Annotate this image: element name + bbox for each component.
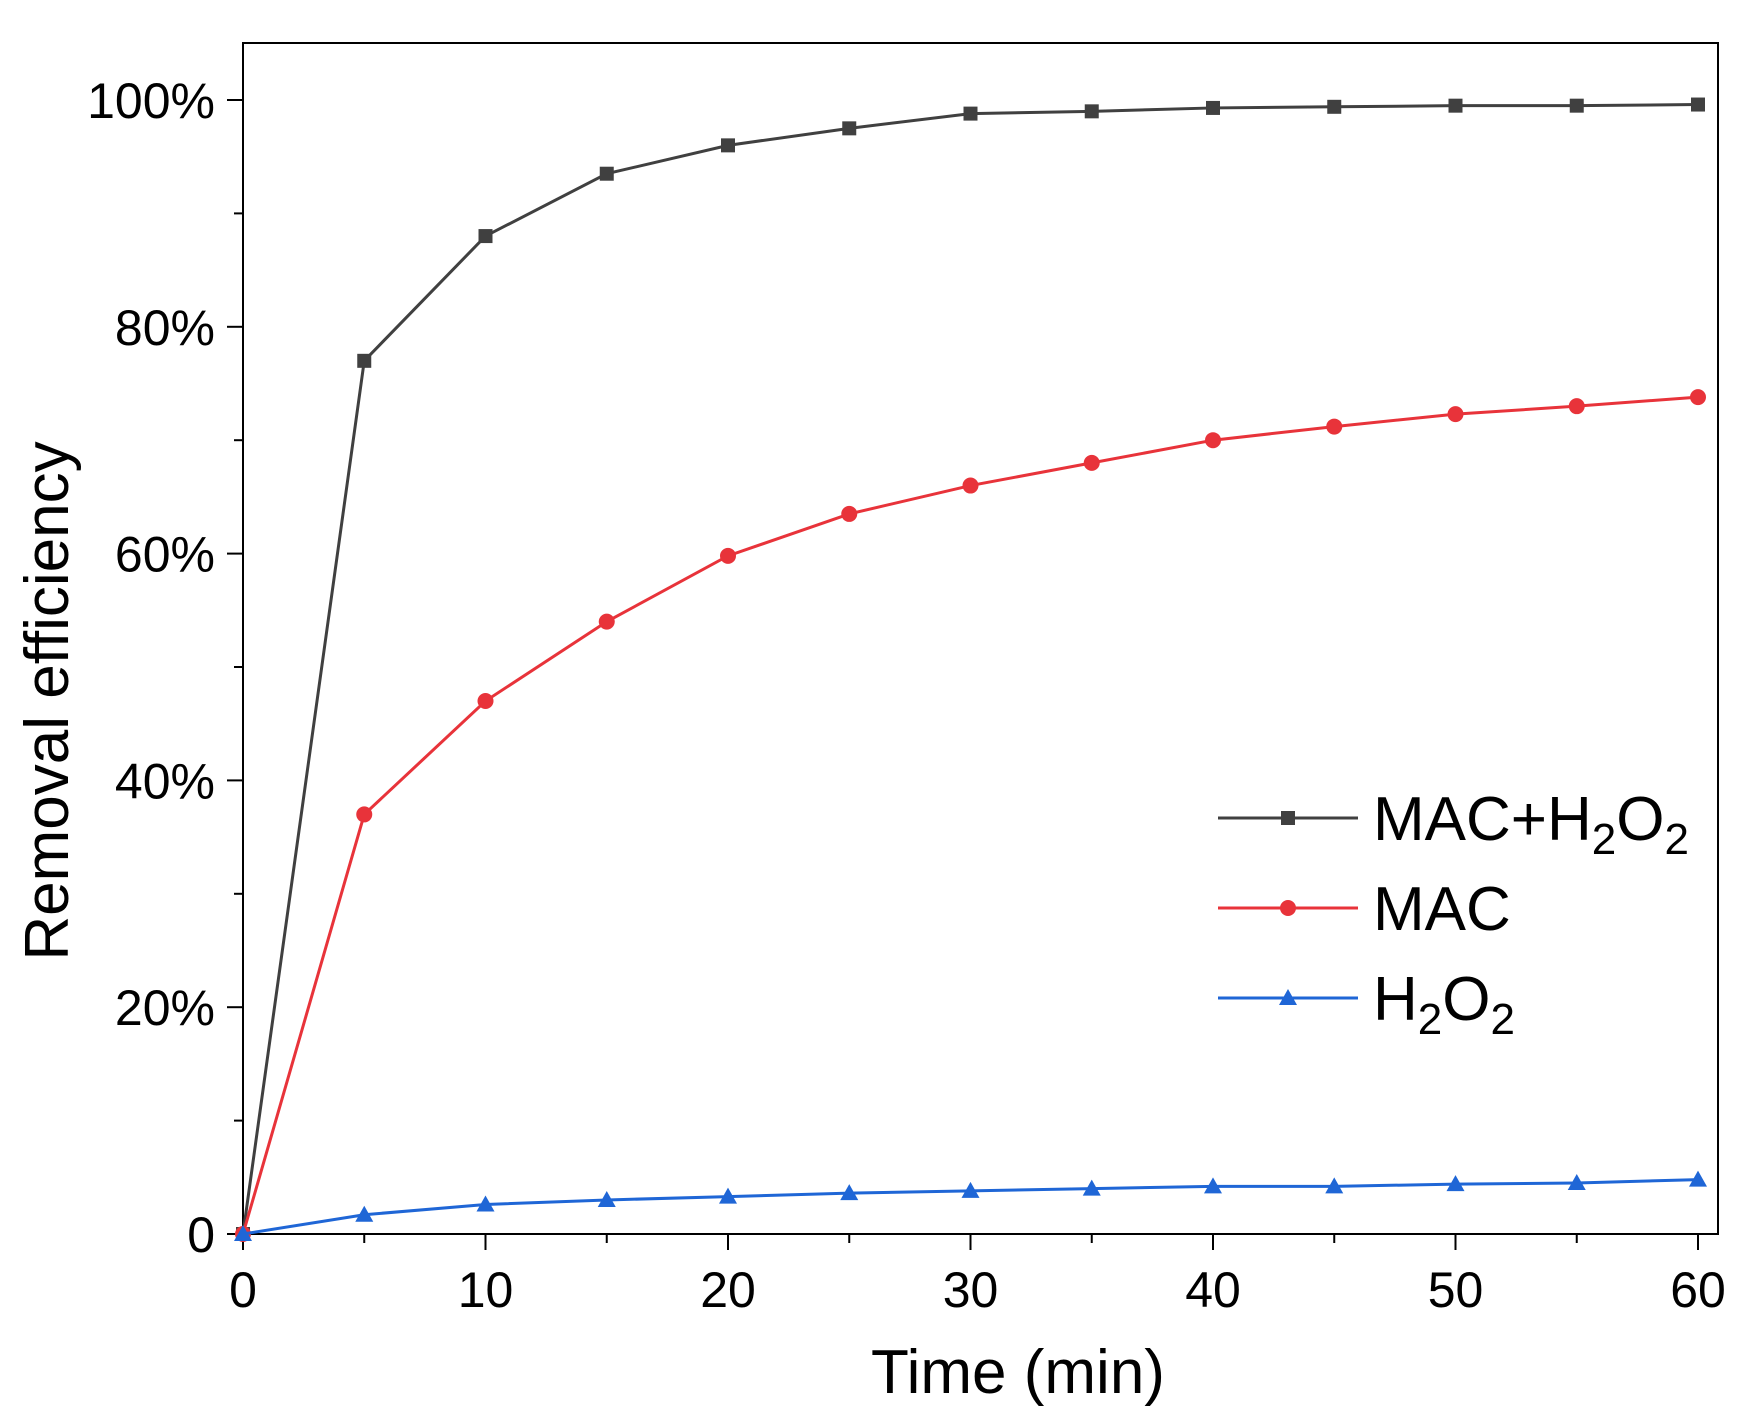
legend-marker bbox=[1280, 900, 1296, 916]
legend-label: MAC+H2O2 bbox=[1373, 785, 1689, 864]
data-point bbox=[1690, 389, 1706, 406]
data-point bbox=[478, 229, 493, 244]
series-0 bbox=[236, 97, 1705, 1241]
x-tick-label: 30 bbox=[943, 1262, 999, 1318]
series-line bbox=[241, 103, 1699, 1235]
data-point bbox=[1082, 1179, 1101, 1196]
y-tick-label: 60% bbox=[115, 527, 215, 583]
legend-label: MAC bbox=[1373, 875, 1511, 944]
data-point bbox=[597, 1190, 616, 1207]
data-point bbox=[962, 477, 979, 494]
data-point bbox=[961, 1181, 980, 1198]
data-point bbox=[1568, 398, 1585, 415]
legend-marker bbox=[1279, 989, 1297, 1005]
data-point bbox=[477, 693, 494, 710]
y-tick-label: 80% bbox=[115, 300, 215, 356]
legend-marker bbox=[1281, 811, 1295, 825]
legend-subscript: 2 bbox=[1664, 815, 1688, 864]
data-point bbox=[598, 613, 615, 630]
legend-text-part: MAC+H bbox=[1373, 785, 1592, 854]
legend-text-part: O bbox=[1616, 785, 1664, 854]
legend-subscript: 2 bbox=[1418, 995, 1442, 1044]
series-2 bbox=[234, 1170, 1707, 1241]
x-tick-label: 40 bbox=[1185, 1262, 1241, 1318]
data-point bbox=[721, 138, 735, 153]
legend-item: H2O2 bbox=[1218, 965, 1515, 1044]
data-point bbox=[476, 1195, 495, 1212]
data-point bbox=[1567, 1173, 1586, 1190]
data-point bbox=[599, 166, 614, 181]
y-tick-label: 100% bbox=[87, 73, 215, 129]
data-point bbox=[1691, 97, 1705, 112]
data-point bbox=[1084, 104, 1099, 119]
legend-item: MAC+H2O2 bbox=[1218, 785, 1689, 864]
legend-text-part: O bbox=[1442, 965, 1490, 1034]
data-point bbox=[1326, 418, 1343, 435]
data-point bbox=[1206, 100, 1220, 115]
legend-label: H2O2 bbox=[1373, 965, 1515, 1044]
series-1 bbox=[235, 389, 1706, 1242]
data-point bbox=[963, 106, 978, 121]
data-point bbox=[1448, 98, 1463, 113]
legend-subscript: 2 bbox=[1592, 815, 1616, 864]
legend-subscript: 2 bbox=[1491, 995, 1515, 1044]
x-tick-label: 20 bbox=[700, 1262, 756, 1318]
data-point bbox=[356, 806, 373, 823]
data-point bbox=[842, 121, 857, 136]
data-point bbox=[1083, 454, 1100, 471]
data-point bbox=[1569, 98, 1584, 113]
data-point bbox=[719, 1187, 737, 1204]
plot-frame bbox=[242, 42, 1719, 1235]
legend-text-part: MAC bbox=[1373, 875, 1511, 944]
y-tick-label: 20% bbox=[115, 980, 215, 1036]
data-point bbox=[1204, 1177, 1222, 1194]
x-axis-title: Time (min) bbox=[871, 1338, 1165, 1407]
data-point bbox=[234, 1225, 252, 1241]
data-point bbox=[1689, 1170, 1707, 1187]
axis-ticks: 0 10 20 30 40 50 60 0 20% 40% 60% 80% 100% bbox=[87, 73, 1726, 1318]
legend-item: MAC bbox=[1218, 875, 1511, 944]
y-tick-label: 40% bbox=[115, 753, 215, 809]
legend-text-part: H bbox=[1373, 965, 1418, 1034]
data-point bbox=[1447, 406, 1464, 423]
data-point bbox=[1325, 1177, 1344, 1194]
data-point bbox=[1327, 99, 1342, 114]
data-point bbox=[840, 1184, 859, 1201]
data-point bbox=[1205, 432, 1221, 449]
series-layer bbox=[234, 97, 1707, 1242]
x-tick-label: 0 bbox=[229, 1262, 257, 1318]
x-tick-label: 60 bbox=[1670, 1262, 1726, 1318]
data-point bbox=[1446, 1175, 1465, 1192]
y-tick-label: 0 bbox=[187, 1207, 215, 1263]
x-tick-label: 10 bbox=[458, 1262, 514, 1318]
data-point bbox=[841, 505, 858, 522]
y-axis-title: Removal efficiency bbox=[13, 441, 82, 960]
x-tick-label: 50 bbox=[1428, 1262, 1484, 1318]
data-point bbox=[355, 1205, 374, 1222]
data-point bbox=[720, 547, 736, 564]
data-point bbox=[357, 353, 372, 368]
